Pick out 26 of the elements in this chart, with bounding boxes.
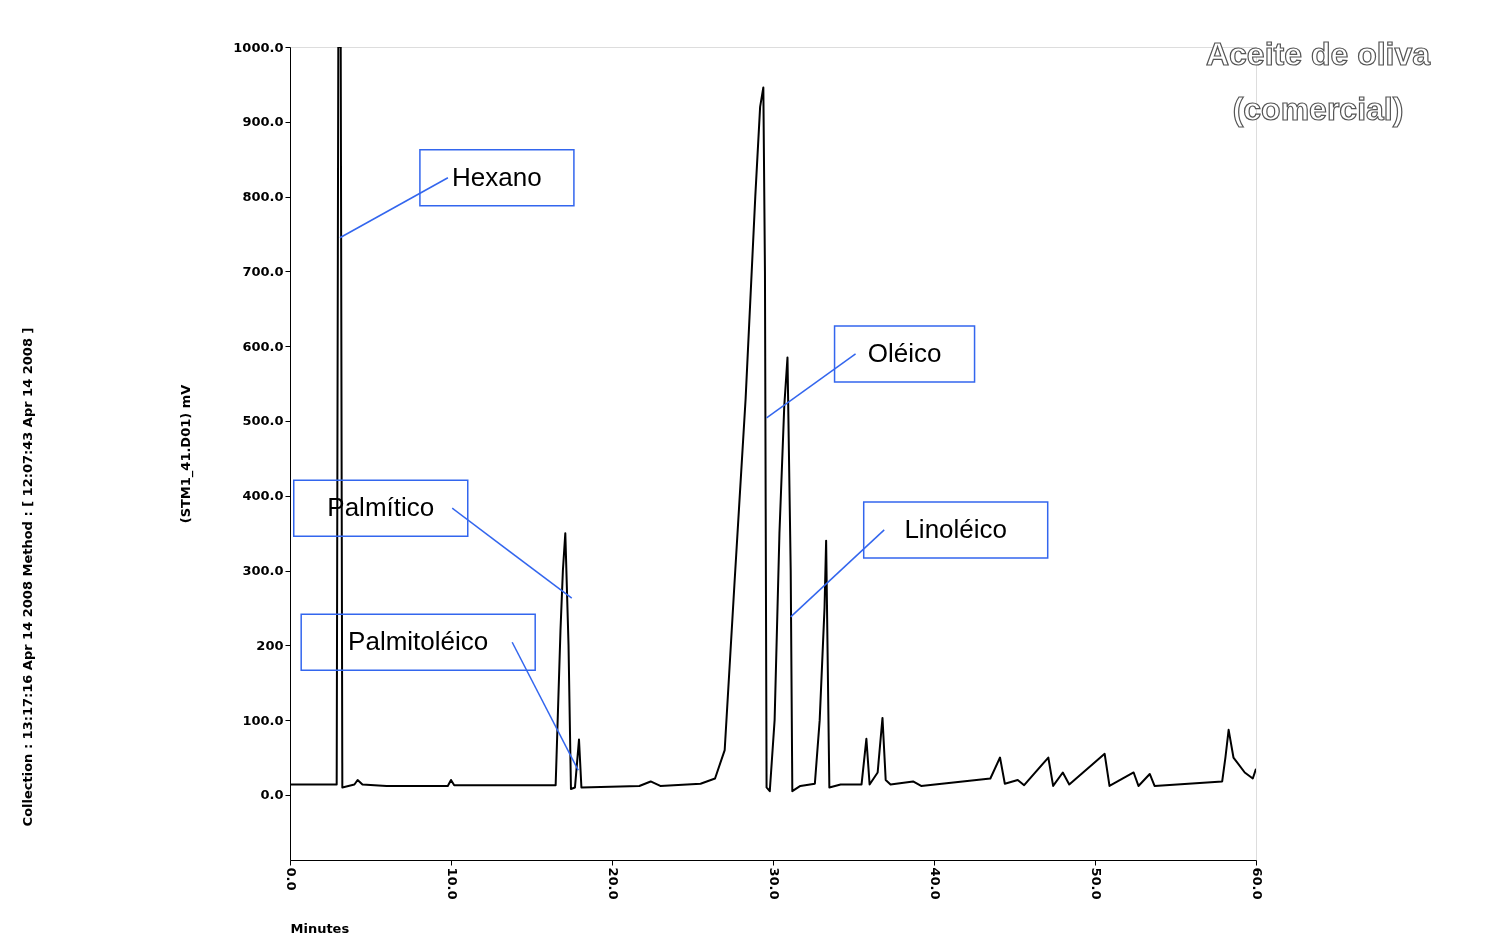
x-tick-label: 40.0 [927, 867, 943, 900]
y-tick-label: 0.0 [260, 787, 284, 803]
y-tick-label: 600.0 [242, 338, 284, 354]
x-tick-label: 30.0 [766, 867, 782, 900]
y-tick-label: 800.0 [242, 189, 284, 205]
y-tick-label: 400.0 [242, 488, 284, 504]
y-tick-label: 700.0 [242, 263, 284, 279]
y-tick-label: 500.0 [242, 413, 284, 429]
y-tick-label: 100.0 [242, 712, 284, 728]
y-tick-label: 200 [256, 637, 284, 653]
text: Aceite de oliva (comercial) [1205, 36, 1431, 127]
y-tick-label: 1000.0 [233, 39, 284, 55]
x-tick-label: 10.0 [444, 867, 460, 900]
x-axis-title: Minutes [290, 920, 350, 936]
y-axis-title: (STM1_41.D01) mV [178, 384, 195, 524]
x-tick-label: 50.0 [1088, 867, 1104, 900]
annotation: Oléico [867, 337, 942, 368]
y-tick-label: 300.0 [242, 563, 284, 579]
annotation: Linoléico [904, 513, 1008, 544]
text: Collection : 13:17:16 Apr 14 2008 Method : [ 12:07:43 Apr 14 2008 ] [20, 327, 35, 827]
y-tick-label: 900.0 [242, 114, 284, 130]
annotation: Hexano [452, 161, 542, 192]
x-tick-label: 60.0 [1249, 867, 1265, 900]
x-tick-label: 20.0 [605, 867, 621, 900]
annotation: Palmitoléico [348, 626, 489, 657]
x-tick-label: 0.0 [283, 867, 299, 891]
